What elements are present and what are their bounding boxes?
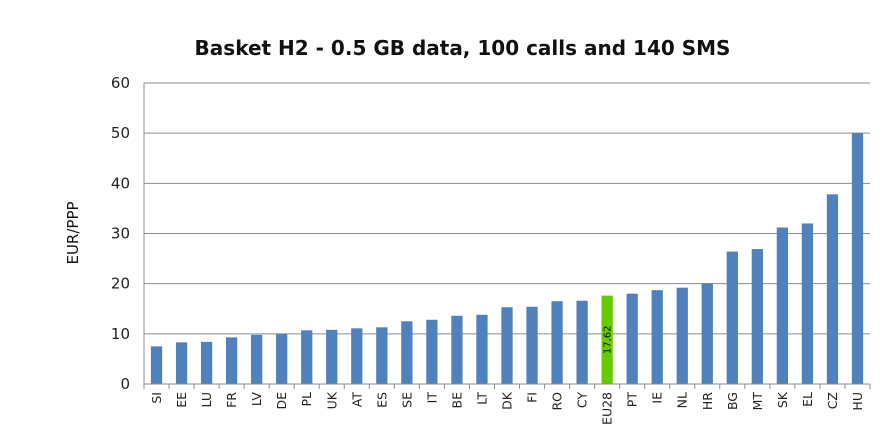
y-tick-label: 50 [111, 124, 130, 142]
bar-mt [751, 249, 763, 384]
x-tick-label: ES [374, 392, 389, 408]
bars [150, 133, 864, 384]
bar-el [801, 223, 814, 384]
bar-it [426, 319, 438, 384]
x-tick-label: HR [700, 392, 715, 410]
x-tick-label: EL [800, 392, 815, 407]
bar-be [451, 315, 463, 384]
x-tick-label: SE [399, 392, 414, 408]
x-tick-label: BE [449, 392, 464, 409]
x-tick-label: SK [775, 391, 790, 408]
bar-dk [501, 307, 513, 384]
bar-hr [701, 283, 713, 384]
bar-hu [851, 133, 864, 384]
bar-es [376, 327, 388, 384]
x-tick-label: RO [550, 392, 565, 411]
bar-ie [651, 290, 663, 384]
x-tick-label: CY [575, 392, 590, 409]
bar-pl [301, 330, 313, 384]
x-tick-label: PT [625, 392, 640, 408]
x-tick-label: AT [349, 392, 364, 408]
bar-uk [326, 329, 338, 384]
bar-ro [551, 301, 563, 384]
bar-cz [826, 194, 839, 384]
x-tick-label: DK [500, 391, 515, 410]
y-tick-label: 10 [111, 325, 130, 343]
x-tick-label: EU28 [600, 392, 615, 425]
x-tick-label: EE [174, 392, 189, 408]
y-tick-label: 30 [111, 225, 130, 243]
bar-lu [200, 341, 213, 384]
x-tick-label: UK [324, 391, 339, 409]
bar-eu28 [601, 295, 613, 384]
bar-se [401, 321, 413, 384]
bar-ee [175, 342, 188, 384]
x-tick-label: PL [299, 392, 314, 407]
x-tick-label: FR [224, 392, 239, 408]
data-label-eu28: 17,62 [603, 325, 614, 354]
gridlines [144, 82, 870, 335]
axes [143, 83, 871, 389]
x-tick-label: HU [850, 392, 865, 411]
x-tick-label: MT [750, 392, 765, 411]
x-tick-label: DE [274, 392, 289, 410]
bar-at [351, 328, 363, 384]
bar-lv [251, 334, 263, 384]
bar-bg [726, 251, 738, 384]
bar-de [276, 333, 288, 384]
bar-pt [626, 293, 638, 384]
y-tick-label: 0 [120, 375, 130, 393]
y-tick-label: 20 [111, 275, 130, 293]
x-tick-label: IE [650, 392, 665, 404]
y-axis-label: EUR/PPP [64, 201, 82, 264]
chart-title: Basket H2 - 0.5 GB data, 100 calls and 1… [194, 36, 731, 60]
x-tick-label: FI [525, 392, 540, 403]
x-tick-label: BG [725, 392, 740, 410]
x-tick-label: IT [424, 392, 439, 404]
x-tick-label: LT [474, 392, 489, 405]
bar-lt [476, 314, 488, 384]
bar-nl [676, 287, 688, 384]
bar-sk [776, 227, 789, 384]
bar-fi [526, 306, 538, 384]
bar-cy [576, 300, 588, 384]
bar-si [150, 346, 163, 384]
x-tick-label: LU [199, 392, 214, 408]
x-tick-label: NL [675, 392, 690, 408]
bar-fr [225, 337, 238, 384]
y-tick-label: 40 [111, 174, 130, 192]
labels: 0 10 20 30 40 50 60 SI EE LU FR LV DE PL UK AT ES SE IT BE L… [111, 74, 865, 425]
y-tick-label: 60 [111, 74, 130, 92]
x-tick-label: LV [249, 392, 264, 407]
x-tick-label: CZ [825, 392, 840, 409]
x-tick-label: SI [149, 392, 164, 404]
